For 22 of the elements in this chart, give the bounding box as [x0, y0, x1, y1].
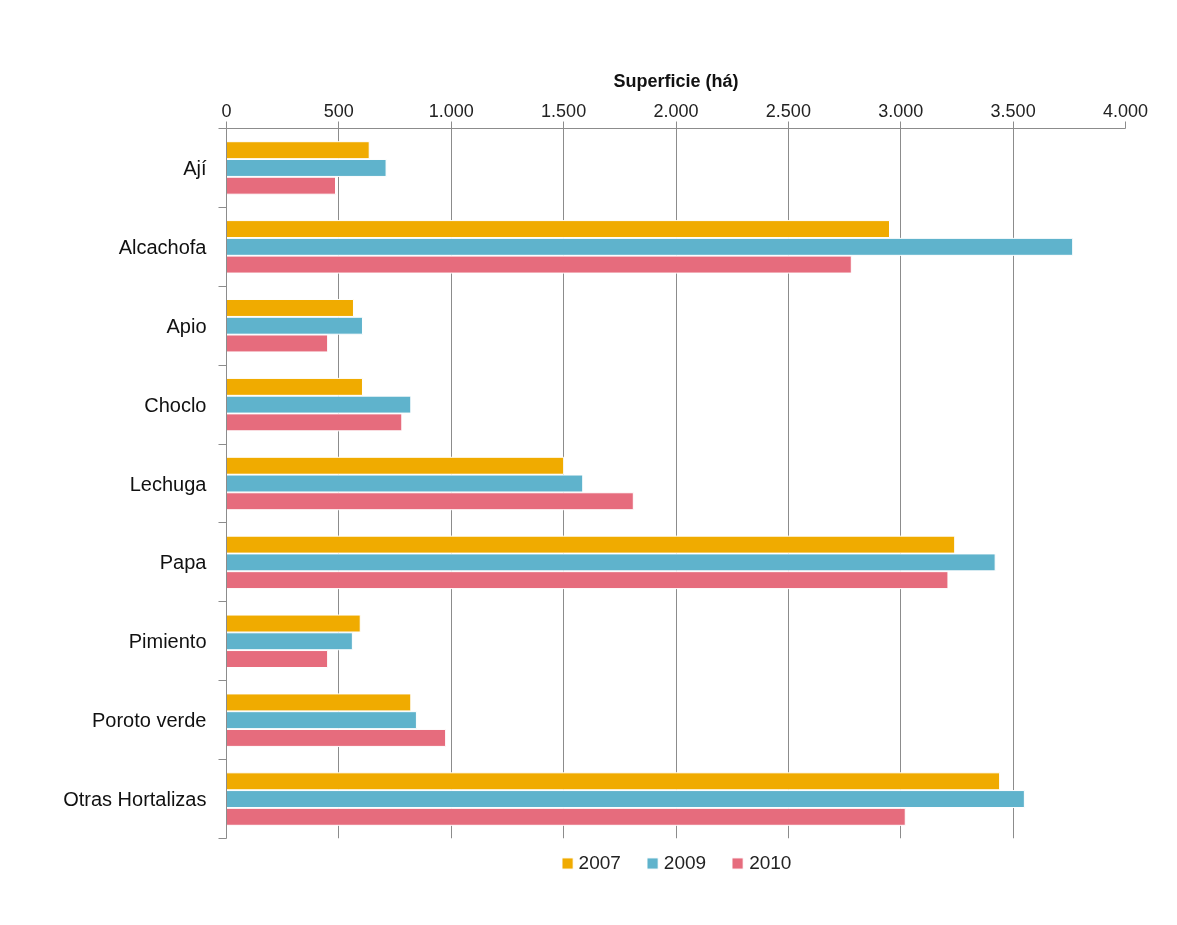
y-tick-label: Papa [159, 551, 208, 574]
x-tick-label: 0 [221, 100, 232, 121]
x-tick-label: 3.500 [990, 100, 1036, 121]
y-tick-label: Otras Hortalizas [63, 788, 207, 811]
x-tick-label: 500 [323, 100, 354, 121]
legend-label: 2010 [749, 852, 792, 874]
y-tick-label: Alcachofa [118, 235, 208, 258]
x-axis-title: Superficie (há) [613, 70, 739, 91]
y-tick-label: Ají [183, 156, 207, 179]
legend-label: 2009 [663, 852, 707, 874]
legend-label: 2007 [578, 852, 621, 874]
x-tick-label: 1.000 [428, 100, 474, 121]
y-tick-label: Choclo [144, 393, 207, 416]
y-tick-label: Poroto verde [91, 709, 207, 732]
y-tick-label: Lechuga [129, 472, 208, 495]
x-tick-label: 2.500 [765, 100, 811, 121]
y-tick-label: Pimiento [128, 630, 207, 653]
y-tick-label: Apio [166, 314, 207, 337]
x-tick-label: 4.000 [1102, 100, 1149, 121]
x-tick-label: 1.500 [541, 100, 587, 121]
x-tick-label: 2.000 [653, 100, 699, 121]
x-tick-label: 3.000 [878, 100, 924, 121]
